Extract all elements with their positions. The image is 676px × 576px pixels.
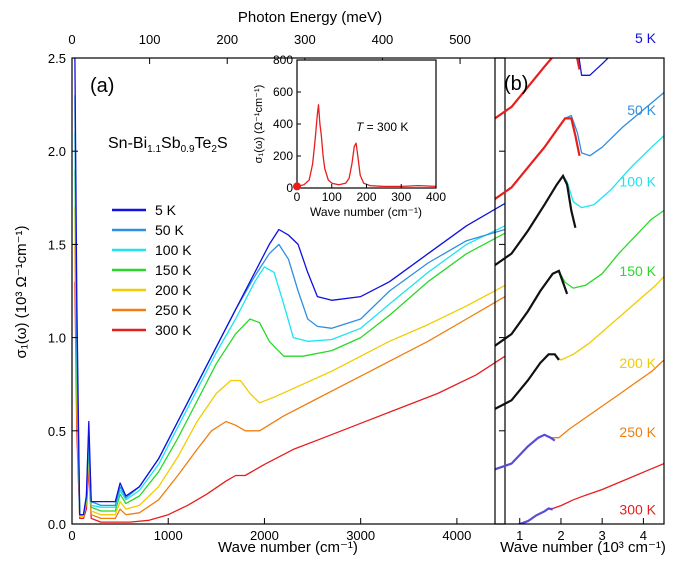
inset-x-tick-label: 100 <box>322 190 342 204</box>
panel-b-curve-label: 200 K <box>619 355 656 371</box>
legend: 5 K 50 K 100 K 150 K 200 K 250 K 300 K <box>112 202 192 338</box>
x-tick-label: 2000 <box>250 528 279 543</box>
inset-xlabel: Wave number (cm⁻¹) <box>310 205 422 219</box>
panel-b-fit-curve <box>495 117 581 200</box>
x-tick-label: 1000 <box>154 528 183 543</box>
panel-b-x-tick-label: 2 <box>557 528 564 543</box>
panel-b-x-tick-label: 1 <box>516 528 523 543</box>
panel-b-fit-curve <box>516 507 553 524</box>
top-x-tick-label: 200 <box>216 32 238 47</box>
panel-b-fit-curve <box>495 173 577 267</box>
legend-label: 5 K <box>155 202 177 218</box>
top-x-tick-label: 100 <box>139 32 161 47</box>
legend-label: 200 K <box>155 282 192 298</box>
y-tick-label: 0.0 <box>48 517 66 532</box>
inset-y-tick-label: 200 <box>273 149 293 163</box>
x-tick-label: 0 <box>68 528 75 543</box>
sample-formula: Sn-Bi1.1Sb0.9Te2S <box>108 135 228 155</box>
legend-label: 250 K <box>155 302 192 318</box>
y-tick-label: 1.5 <box>48 237 66 252</box>
panel-b: 1 2 3 4 (b) 5 K 50 K 100 K 150 K 200 K 250 K 300 … <box>494 30 666 556</box>
y-tick-label: 2.5 <box>48 51 66 66</box>
series-line-300k <box>74 281 505 523</box>
x-tick-label: 3000 <box>346 528 375 543</box>
panel-b-curve-label: 250 K <box>619 424 656 440</box>
panel-b-series-300k <box>517 463 664 524</box>
inset-marker <box>293 182 301 191</box>
series-line-200k <box>74 207 505 518</box>
panel-b-curve-label: 300 K <box>619 502 656 518</box>
panel-b-curve-label: 50 K <box>627 102 656 118</box>
y-tick-label: 0.5 <box>48 424 66 439</box>
panel-b-curve-label: 100 K <box>619 174 656 190</box>
inset-x-tick-label: 200 <box>356 190 376 204</box>
inset-y-tick-label: 400 <box>273 117 293 131</box>
panel-b-fit-curve <box>495 433 556 471</box>
y-tick-label: 1.0 <box>48 331 66 346</box>
x-tick-label: 4000 <box>442 528 471 543</box>
panel-b-label: (b) <box>504 73 528 95</box>
legend-label: 100 K <box>155 242 192 258</box>
series-line-150k <box>74 169 505 516</box>
panel-a-label: (a) <box>90 75 114 97</box>
inset-ylabel: σ₁(ω) (Ω⁻¹cm⁻¹) <box>253 85 265 164</box>
legend-label: 150 K <box>155 262 192 278</box>
inset-y-tick-label: 0 <box>286 181 293 195</box>
panel-b-fit-curve <box>495 353 560 410</box>
panel-b-series-group <box>495 58 664 524</box>
inset-chart: 0 100 200 300 400 0 200 400 600 800 T = 300 K Wav… <box>253 53 446 219</box>
inset-series-group <box>297 104 436 188</box>
panel-a-xlabel: Wave number (cm⁻¹) <box>218 539 358 556</box>
panel-b-xlabel: Wave number (10³ cm⁻¹) <box>500 539 666 556</box>
panel-b-x-tick-label: 3 <box>599 528 606 543</box>
legend-label: 50 K <box>155 222 184 238</box>
panel-a-series-group <box>74 58 505 523</box>
panel-a-ylabel: σ₁(ω) (10³ Ω⁻¹cm⁻¹) <box>13 225 30 358</box>
top-x-tick-label: 300 <box>294 32 316 47</box>
panel-b-curve-labels: 5 K 50 K 100 K 150 K 200 K 250 K 300 K <box>619 30 656 518</box>
series-line-250k <box>74 244 505 520</box>
panel-b-x-tick-label: 4 <box>640 528 647 543</box>
inset-x-tick-label: 300 <box>391 190 411 204</box>
panel-b-ticks: 1 2 3 4 <box>516 518 647 543</box>
inset-series-line <box>297 104 436 188</box>
panel-b-frame <box>494 57 665 525</box>
panel-a-frame <box>71 57 506 525</box>
panel-b-curve-label: 150 K <box>619 263 656 279</box>
panel-a-top-xlabel: Photon Energy (meV) <box>238 9 382 26</box>
panel-b-fit-curve <box>495 269 569 347</box>
inset-y-tick-label: 800 <box>273 53 293 67</box>
top-x-tick-label: 0 <box>68 32 75 47</box>
series-line-5k <box>74 58 505 516</box>
top-x-tick-label: 400 <box>372 32 394 47</box>
legend-label: 300 K <box>155 322 192 338</box>
inset-x-tick-label: 400 <box>426 190 446 204</box>
inset-y-tick-label: 600 <box>273 85 293 99</box>
panel-b-curve-label: 5 K <box>635 30 657 46</box>
inset-ticks: 0 100 200 300 400 0 200 400 600 800 <box>273 53 446 204</box>
y-tick-label: 2.0 <box>48 144 66 159</box>
top-x-tick-label: 500 <box>449 32 471 47</box>
inset-x-tick-label: 0 <box>294 190 301 204</box>
inset-annotation: T = 300 K <box>356 120 408 134</box>
panel-b-fit-curve <box>495 58 581 120</box>
